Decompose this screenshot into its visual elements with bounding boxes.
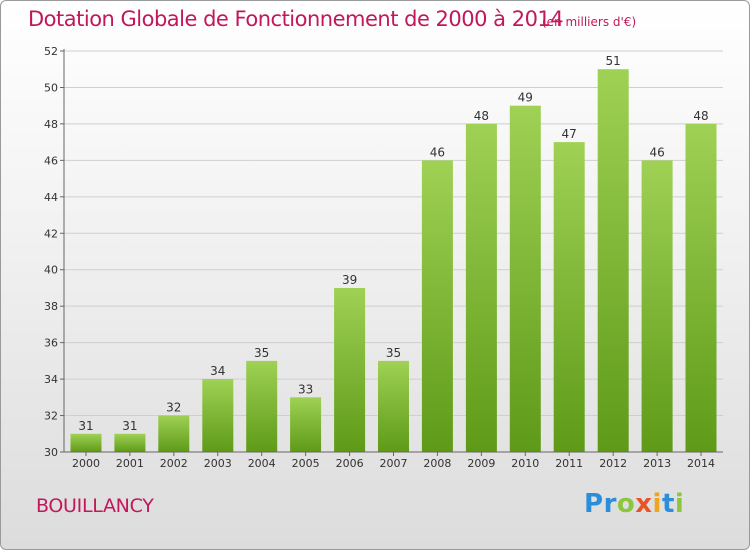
bar-2001 (114, 433, 146, 452)
x-tick-label: 2012 (599, 457, 627, 470)
chart-title: Dotation Globale de Fonctionnement de 20… (28, 7, 564, 31)
bar-2013 (641, 160, 673, 452)
bar-2003 (202, 379, 234, 452)
data-label: 39 (342, 273, 357, 287)
data-label: 31 (78, 419, 93, 433)
logo-letter: o (616, 489, 636, 519)
y-tick-label: 44 (44, 191, 58, 204)
data-label: 46 (430, 145, 445, 159)
y-tick-label: 36 (44, 337, 58, 350)
data-label: 51 (606, 54, 621, 68)
proxiti-logo[interactable]: Proxiti (584, 489, 684, 519)
bar-2011 (553, 142, 585, 452)
y-tick-label: 46 (44, 154, 58, 167)
bar-2009 (465, 123, 497, 453)
y-tick-label: 32 (44, 410, 58, 423)
x-tick-label: 2007 (380, 457, 408, 470)
bar-2005 (290, 397, 322, 452)
bar-2004 (246, 360, 278, 452)
data-label: 35 (254, 346, 269, 360)
y-tick-label: 30 (44, 446, 58, 459)
data-label: 47 (562, 127, 577, 141)
data-label: 49 (518, 91, 533, 105)
x-tick-label: 2001 (116, 457, 144, 470)
logo-letter: i (652, 489, 662, 519)
data-label: 35 (386, 346, 401, 360)
y-tick-label: 38 (44, 300, 58, 313)
x-tick-label: 2011 (555, 457, 583, 470)
x-tick-label: 2008 (423, 457, 451, 470)
y-tick-label: 34 (44, 373, 58, 386)
x-tick-label: 2006 (336, 457, 364, 470)
bar-2002 (158, 415, 190, 452)
logo-letter: i (674, 489, 685, 519)
logo-letter: P (584, 489, 604, 519)
bar-2008 (421, 160, 453, 452)
bar-2014 (685, 123, 717, 453)
x-tick-label: 2010 (511, 457, 539, 470)
commune-name: BOUILLANCY (36, 495, 154, 517)
x-tick-label: 2004 (248, 457, 276, 470)
bar-2010 (509, 105, 541, 452)
x-tick-label: 2005 (292, 457, 320, 470)
bar-2000 (70, 433, 102, 452)
data-label: 48 (693, 109, 708, 123)
logo-letter: t (661, 489, 675, 519)
data-label: 46 (649, 145, 664, 159)
data-label: 32 (166, 401, 181, 415)
data-label: 34 (210, 364, 225, 378)
y-tick-label: 52 (44, 45, 58, 58)
logo-letter: r (603, 489, 617, 519)
logo-letter: x (635, 489, 653, 519)
y-tick-label: 48 (44, 118, 58, 131)
x-tick-label: 2000 (72, 457, 100, 470)
data-label: 48 (474, 109, 489, 123)
x-tick-label: 2014 (687, 457, 715, 470)
data-label: 31 (122, 419, 137, 433)
y-tick-label: 40 (44, 264, 58, 277)
x-tick-label: 2003 (204, 457, 232, 470)
x-tick-label: 2013 (643, 457, 671, 470)
data-label: 33 (298, 382, 313, 396)
chart-subtitle: (en milliers d'€) (542, 15, 637, 29)
y-tick-label: 42 (44, 227, 58, 240)
x-tick-label: 2002 (160, 457, 188, 470)
x-tick-label: 2009 (467, 457, 495, 470)
bar-2006 (334, 288, 366, 452)
bar-2012 (597, 69, 629, 452)
y-tick-label: 50 (44, 81, 58, 94)
bar-2007 (378, 360, 409, 452)
